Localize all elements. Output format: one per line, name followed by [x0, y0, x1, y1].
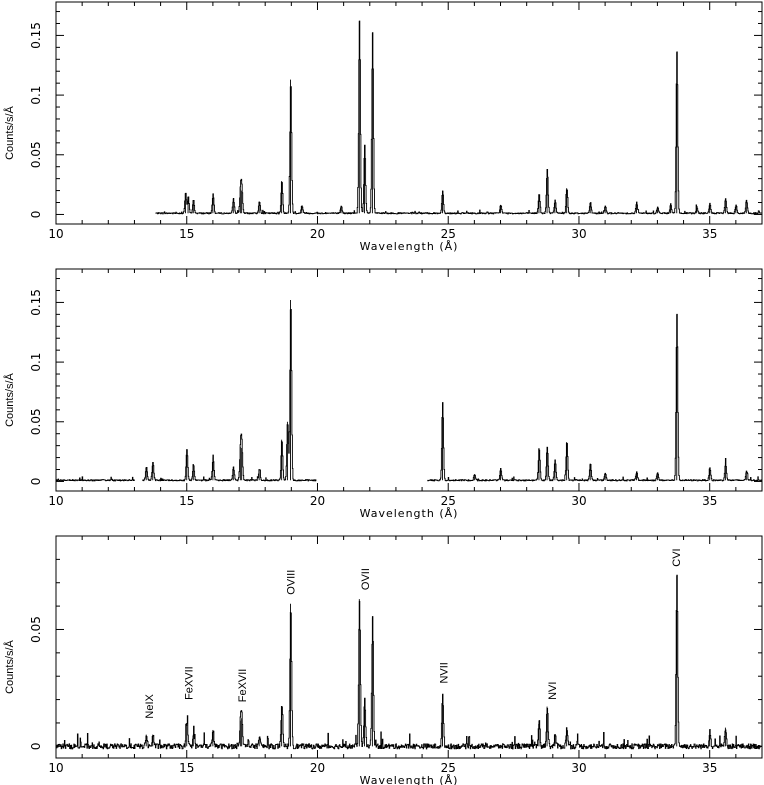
y-tick-label: 0.1 — [29, 353, 43, 372]
y-tick-label: 0.05 — [29, 141, 43, 168]
panel-top: 10 15 20 25 30 35 0 0.05 0.1 0.15 Wavelength (Å) Co… — [3, 1, 763, 253]
x-tick-label: 20 — [310, 227, 325, 241]
y-tick-label: 0.05 — [29, 408, 43, 435]
ion-label: FeXVII — [237, 669, 249, 703]
y-tick-label: 0.15 — [29, 289, 43, 316]
x-tick-label: 10 — [48, 761, 63, 775]
x-tick-label: 35 — [702, 494, 717, 508]
x-tick-label: 35 — [702, 761, 717, 775]
x-tick-label: 30 — [571, 227, 586, 241]
ion-label: NVII — [438, 662, 450, 683]
plot-frame — [55, 268, 763, 492]
spectrum-segment — [56, 574, 763, 750]
spectrum-segment — [155, 20, 763, 215]
y-tick-label: 0.05 — [29, 616, 43, 643]
y-tick-label: 0 — [29, 478, 43, 486]
y-tick-label: 0 — [29, 211, 43, 219]
panel-middle: 10 15 20 25 30 35 0 0.05 0.1 0.15 Wavelength (Å) Co… — [3, 268, 763, 520]
panel-bottom: 10 15 20 25 30 35 0 0.05 Wavelength (Å) Counts/s/… — [3, 535, 763, 785]
x-tick-label: 25 — [441, 761, 456, 775]
y-tick-label: 0.1 — [29, 86, 43, 105]
x-tick-label: 20 — [310, 761, 325, 775]
y-tick-label: 0.15 — [29, 22, 43, 49]
x-axis-title: Wavelength (Å) — [360, 240, 459, 253]
ion-label: NVI — [547, 682, 559, 700]
x-tick-label: 15 — [179, 761, 194, 775]
y-axis-title: Counts/s/Å — [3, 639, 16, 693]
x-axis-title: Wavelength (Å) — [360, 774, 459, 785]
spectrum-segment — [56, 476, 135, 482]
x-tick-label: 30 — [571, 761, 586, 775]
ion-label: OVII — [360, 568, 372, 590]
plot-frame — [55, 1, 763, 225]
x-tick-label: 15 — [179, 227, 194, 241]
x-axis-title: Wavelength (Å) — [360, 507, 459, 520]
plot-frame — [55, 535, 763, 759]
x-tick-label: 20 — [310, 494, 325, 508]
ion-label: OVIII — [285, 570, 297, 595]
x-tick-label: 25 — [441, 494, 456, 508]
x-tick-label: 25 — [441, 227, 456, 241]
x-tick-label: 10 — [48, 494, 63, 508]
y-axis-title: Counts/s/Å — [3, 105, 16, 159]
spectrum-segment — [427, 313, 763, 482]
x-tick-label: 15 — [179, 494, 194, 508]
y-axis-title: Counts/s/Å — [3, 372, 16, 426]
x-tick-label: 10 — [48, 227, 63, 241]
x-tick-label: 30 — [571, 494, 586, 508]
ion-label: CVI — [671, 548, 683, 566]
x-tick-label: 35 — [702, 227, 717, 241]
y-tick-label: 0 — [29, 742, 43, 750]
ion-label: FeXVII — [183, 666, 195, 700]
ion-label: NeIX — [144, 693, 156, 718]
